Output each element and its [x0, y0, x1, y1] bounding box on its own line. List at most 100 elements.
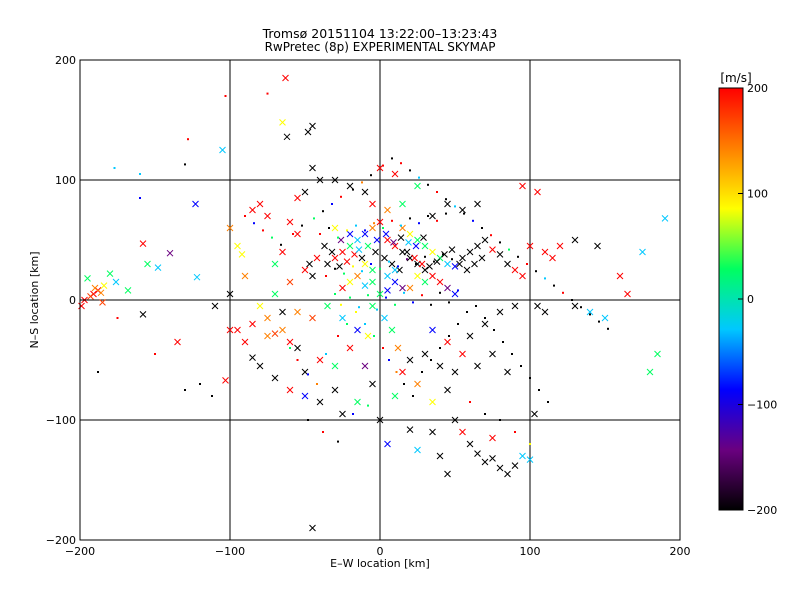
data-point-cross — [286, 386, 294, 394]
data-point-cross — [436, 278, 444, 286]
data-point-cross — [91, 284, 99, 292]
data-point-dot — [292, 233, 294, 235]
data-point-cross — [474, 450, 481, 457]
data-point-dot — [445, 198, 447, 201]
data-point-cross — [241, 338, 249, 346]
data-point-cross — [144, 260, 151, 268]
data-point-cross — [624, 290, 631, 298]
data-point-dot — [511, 353, 513, 355]
data-point-cross — [309, 164, 316, 172]
data-point-dot — [484, 413, 486, 415]
data-point-cross — [174, 338, 181, 346]
data-point-cross — [369, 224, 376, 232]
data-point-dot — [571, 299, 573, 301]
data-point-dot — [334, 293, 336, 295]
data-point-cross — [414, 182, 421, 190]
data-point-dot — [373, 335, 375, 337]
data-point-cross — [654, 350, 661, 358]
data-point-cross — [331, 386, 339, 394]
data-point-dot — [499, 419, 501, 421]
data-point-cross — [384, 236, 391, 244]
chart-title: Tromsø 20151104 13:22:00–13:23:43 — [262, 26, 498, 41]
data-point-dot — [457, 323, 459, 325]
data-point-cross — [154, 264, 162, 271]
data-point-cross — [264, 332, 271, 340]
data-point-cross — [456, 260, 463, 268]
data-point-cross — [436, 452, 444, 460]
data-point-cross — [436, 362, 444, 370]
data-point-cross — [504, 260, 511, 268]
data-point-dot — [547, 401, 549, 403]
data-point-cross — [97, 289, 105, 297]
data-point-cross — [316, 356, 324, 364]
data-point-cross — [441, 251, 448, 258]
data-point-dot — [382, 227, 384, 229]
data-point-cross — [466, 440, 474, 448]
data-point-cross — [412, 242, 420, 250]
data-point-dot — [224, 95, 227, 97]
data-point-cross — [478, 254, 486, 262]
data-point-cross — [397, 234, 405, 241]
data-point-dot — [580, 306, 582, 309]
data-point-cross — [391, 170, 399, 178]
data-point-dot — [403, 383, 405, 385]
data-point-cross — [406, 284, 414, 292]
x-tick-label: 0 — [377, 545, 384, 558]
data-point-cross — [372, 248, 379, 256]
data-point-cross — [526, 456, 534, 463]
data-point-cross — [421, 278, 429, 286]
data-point-dot — [490, 234, 492, 237]
data-point-cross — [406, 230, 414, 238]
data-point-dot — [427, 215, 429, 217]
data-point-cross — [226, 290, 234, 298]
data-point-cross — [346, 278, 354, 286]
data-point-cross — [661, 215, 669, 222]
data-point-dot — [418, 176, 420, 179]
data-point-cross — [309, 272, 316, 280]
data-point-dot — [379, 267, 381, 270]
x-tick-label: 200 — [670, 545, 691, 558]
data-point-dot — [373, 222, 375, 225]
data-point-cross — [429, 212, 436, 220]
data-point-dot — [394, 303, 396, 306]
data-point-cross — [399, 284, 406, 292]
data-point-cross — [339, 314, 346, 322]
data-point-cross — [355, 246, 363, 253]
data-point-dot — [367, 294, 369, 297]
data-point-dot — [400, 224, 402, 227]
data-point-cross — [286, 338, 294, 346]
data-point-dot — [352, 265, 354, 268]
data-point-cross — [316, 398, 324, 406]
data-point-cross — [241, 272, 249, 280]
data-point-cross — [459, 254, 466, 262]
data-point-dot — [409, 217, 411, 220]
data-point-dot — [349, 296, 351, 299]
data-point-cross — [249, 206, 256, 214]
data-point-dot — [526, 263, 528, 265]
data-point-dot — [154, 353, 156, 355]
data-point-dot — [448, 301, 450, 304]
data-point-cross — [369, 380, 376, 388]
data-point-cross — [376, 290, 384, 298]
data-point-dot — [520, 365, 522, 367]
data-point-dot — [391, 157, 393, 160]
data-point-dot — [271, 236, 273, 239]
data-point-dot — [397, 265, 399, 268]
data-point-cross — [526, 242, 534, 250]
data-point-dot — [436, 219, 438, 222]
data-point-cross — [391, 266, 399, 274]
data-point-cross — [226, 326, 234, 334]
data-point-cross — [193, 273, 201, 281]
data-point-dot — [289, 347, 291, 349]
data-point-cross — [463, 266, 471, 274]
data-point-cross — [124, 287, 132, 294]
data-point-dot — [316, 383, 318, 385]
data-point-cross — [364, 242, 372, 250]
data-point-dot — [535, 270, 537, 273]
data-point-dot — [376, 308, 378, 311]
data-point-cross — [271, 374, 279, 382]
data-point-dot — [529, 377, 531, 379]
colorbar-ticks: 200 100 0 −100 −200 — [738, 82, 777, 517]
data-point-cross — [444, 386, 451, 394]
data-point-cross — [481, 458, 489, 466]
